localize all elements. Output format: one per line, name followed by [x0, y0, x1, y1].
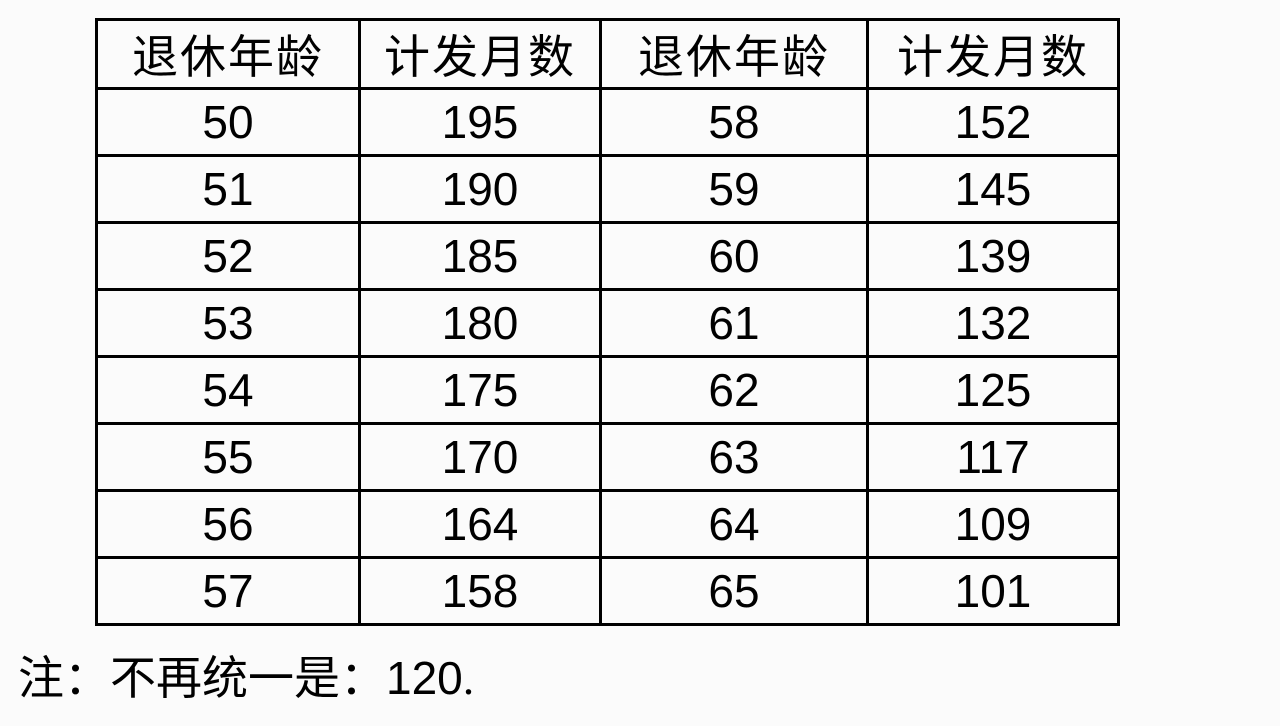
table-row: 52 185 60 139 [97, 223, 1119, 290]
cell-months: 101 [867, 558, 1118, 625]
cell-months: 109 [867, 491, 1118, 558]
cell-age: 64 [600, 491, 867, 558]
cell-months: 185 [360, 223, 601, 290]
header-retirement-age-2: 退休年龄 [600, 20, 867, 89]
cell-months: 170 [360, 424, 601, 491]
cell-age: 58 [600, 89, 867, 156]
footnote-prefix: 注：不再统一是： [18, 653, 386, 704]
cell-age: 52 [97, 223, 360, 290]
table-header-row: 退休年龄 计发月数 退休年龄 计发月数 [97, 20, 1119, 89]
cell-age: 60 [600, 223, 867, 290]
cell-age: 53 [97, 290, 360, 357]
cell-age: 57 [97, 558, 360, 625]
table-row: 55 170 63 117 [97, 424, 1119, 491]
cell-age: 51 [97, 156, 360, 223]
cell-months: 164 [360, 491, 601, 558]
table-row: 56 164 64 109 [97, 491, 1119, 558]
cell-age: 54 [97, 357, 360, 424]
header-retirement-age-1: 退休年龄 [97, 20, 360, 89]
cell-months: 145 [867, 156, 1118, 223]
pension-table: 退休年龄 计发月数 退休年龄 计发月数 50 195 58 152 51 190… [95, 18, 1120, 626]
cell-months: 117 [867, 424, 1118, 491]
cell-months: 195 [360, 89, 601, 156]
table-body: 50 195 58 152 51 190 59 145 52 185 60 13… [97, 89, 1119, 625]
footnote-suffix: . [463, 653, 475, 704]
cell-months: 152 [867, 89, 1118, 156]
cell-months: 190 [360, 156, 601, 223]
cell-age: 62 [600, 357, 867, 424]
table-row: 53 180 61 132 [97, 290, 1119, 357]
cell-age: 61 [600, 290, 867, 357]
cell-months: 175 [360, 357, 601, 424]
header-months-2: 计发月数 [867, 20, 1118, 89]
cell-age: 55 [97, 424, 360, 491]
page-container: 退休年龄 计发月数 退休年龄 计发月数 50 195 58 152 51 190… [10, 18, 1270, 708]
cell-age: 50 [97, 89, 360, 156]
footnote-value: 120 [386, 652, 463, 704]
cell-months: 125 [867, 357, 1118, 424]
cell-months: 158 [360, 558, 601, 625]
cell-age: 65 [600, 558, 867, 625]
cell-age: 56 [97, 491, 360, 558]
cell-age: 63 [600, 424, 867, 491]
table-row: 57 158 65 101 [97, 558, 1119, 625]
table-row: 50 195 58 152 [97, 89, 1119, 156]
table-row: 54 175 62 125 [97, 357, 1119, 424]
cell-months: 132 [867, 290, 1118, 357]
cell-months: 139 [867, 223, 1118, 290]
table-row: 51 190 59 145 [97, 156, 1119, 223]
cell-age: 59 [600, 156, 867, 223]
header-months-1: 计发月数 [360, 20, 601, 89]
cell-months: 180 [360, 290, 601, 357]
footnote: 注：不再统一是：120. [18, 642, 1270, 708]
